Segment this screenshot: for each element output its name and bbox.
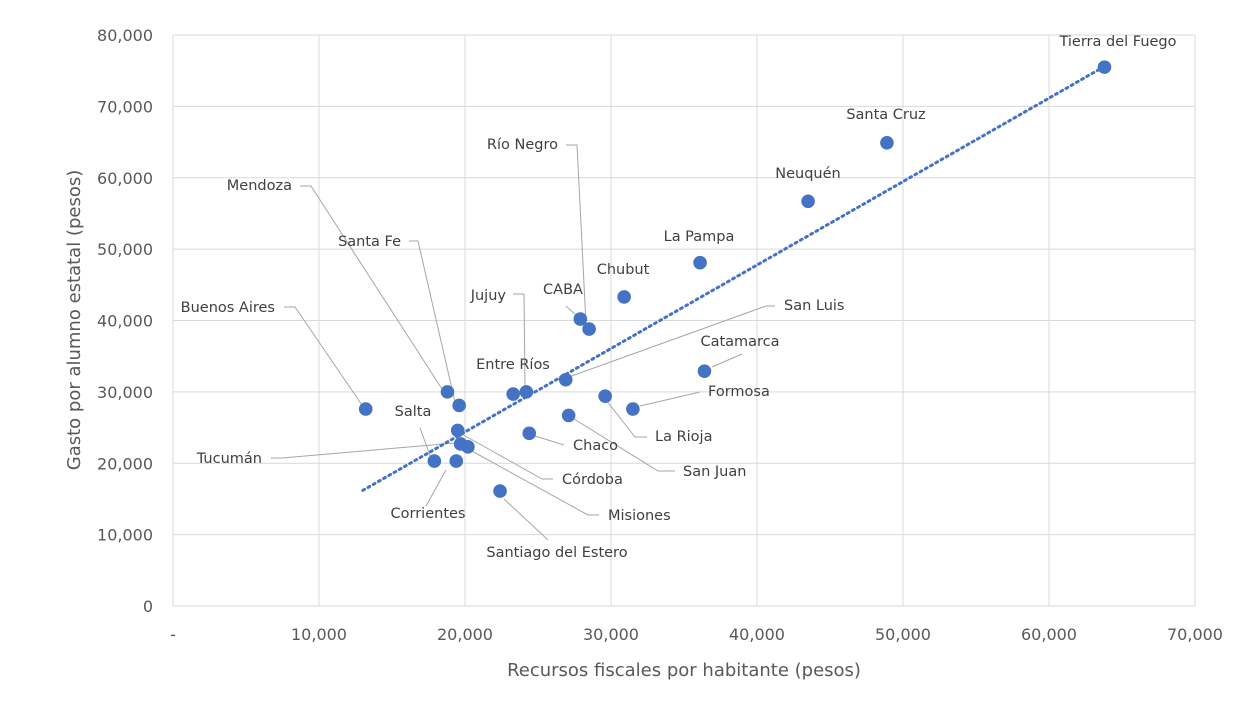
label-leader-lines bbox=[271, 144, 775, 541]
x-tick-label: 60,000 bbox=[1021, 625, 1077, 644]
point-entre-rios bbox=[506, 387, 520, 401]
label-mendoza: Mendoza bbox=[227, 178, 292, 194]
y-tick-label: 70,000 bbox=[97, 97, 153, 116]
label-catamarca: Catamarca bbox=[700, 334, 779, 350]
leader-line-rio-negro bbox=[566, 144, 587, 325]
point-misiones bbox=[461, 440, 475, 454]
point-salta bbox=[427, 454, 442, 468]
point-santa-cruz bbox=[880, 135, 894, 150]
point-labels: Tierra del Fuego Santa Cruz Neuquén La Pamp… bbox=[181, 34, 1177, 561]
label-tierra-del-fuego: Tierra del Fuego bbox=[1058, 34, 1176, 50]
y-axis-title: Gasto por alumno estatal (pesos) bbox=[64, 170, 85, 471]
leader-line-la-rioja bbox=[605, 399, 647, 438]
label-entre-rios: Entre Ríos bbox=[476, 357, 550, 373]
leader-line-san-juan bbox=[573, 418, 675, 472]
point-formosa bbox=[626, 402, 640, 416]
y-tick-label: 50,000 bbox=[97, 240, 153, 259]
leader-line-buenos-aires bbox=[284, 306, 363, 406]
label-santa-cruz: Santa Cruz bbox=[846, 107, 925, 123]
label-tucuman: Tucumán bbox=[196, 451, 262, 467]
point-rio-negro bbox=[582, 322, 596, 336]
point-la-pampa bbox=[693, 255, 707, 270]
label-neuquen: Neuquén bbox=[775, 166, 840, 182]
label-santa-fe: Santa Fe bbox=[338, 234, 401, 250]
leader-line-chaco bbox=[534, 435, 565, 446]
leader-line-santiago-del-estero bbox=[503, 498, 549, 541]
label-formosa: Formosa bbox=[708, 384, 770, 400]
x-tick-label: 10,000 bbox=[291, 625, 347, 644]
tick-labels: - 10,000 20,000 30,000 40,000 50,000 60,000 70,… bbox=[97, 26, 1223, 644]
leader-line-catamarca bbox=[711, 353, 743, 368]
label-la-rioja: La Rioja bbox=[655, 429, 712, 445]
label-san-juan: San Juan bbox=[683, 464, 746, 480]
y-tick-label: 20,000 bbox=[97, 454, 153, 473]
y-tick-label: 40,000 bbox=[97, 312, 153, 331]
leader-line-tucuman bbox=[271, 442, 456, 459]
point-santiago-del-estero bbox=[493, 484, 507, 498]
point-catamarca bbox=[697, 364, 712, 378]
leader-line-misiones bbox=[469, 449, 599, 516]
point-san-juan bbox=[561, 408, 576, 423]
label-misiones: Misiones bbox=[608, 508, 671, 524]
point-jujuy bbox=[519, 385, 534, 399]
x-tick-label: 20,000 bbox=[437, 625, 493, 644]
leader-line-salta bbox=[419, 427, 432, 459]
point-santa-fe bbox=[452, 398, 466, 413]
point-mendoza bbox=[440, 385, 455, 399]
gridlines bbox=[172, 34, 1196, 607]
point-caba bbox=[573, 312, 588, 326]
label-santiago-del-estero: Santiago del Estero bbox=[486, 545, 627, 561]
point-la-rioja bbox=[598, 389, 612, 403]
x-tick-label: 50,000 bbox=[875, 625, 931, 644]
point-buenos-aires bbox=[358, 402, 373, 416]
label-salta: Salta bbox=[395, 404, 432, 420]
point-corrientes bbox=[449, 454, 464, 468]
label-caba: CABA bbox=[543, 282, 583, 298]
point-neuquen bbox=[801, 194, 815, 209]
point-tierra-del-fuego bbox=[1097, 60, 1112, 74]
leader-line-santa-fe bbox=[409, 240, 456, 403]
x-tick-label: 40,000 bbox=[729, 625, 785, 644]
y-tick-label: 60,000 bbox=[97, 169, 153, 188]
point-chubut bbox=[617, 290, 631, 304]
data-points bbox=[358, 60, 1112, 498]
leader-line-corrientes bbox=[425, 469, 447, 507]
y-tick-label: 80,000 bbox=[97, 26, 153, 45]
point-cordoba bbox=[450, 423, 465, 438]
label-rio-negro: Río Negro bbox=[487, 137, 558, 153]
leader-line-caba bbox=[565, 305, 577, 316]
x-tick-label: 30,000 bbox=[583, 625, 639, 644]
label-san-luis: San Luis bbox=[784, 298, 845, 314]
trendline-line bbox=[361, 64, 1106, 492]
x-tick-label: 70,000 bbox=[1167, 625, 1223, 644]
y-tick-label: 0 bbox=[143, 597, 153, 616]
label-corrientes: Corrientes bbox=[391, 506, 466, 522]
x-axis-title: Recursos fiscales por habitante (pesos) bbox=[507, 660, 861, 681]
label-chaco: Chaco bbox=[573, 438, 618, 454]
trendline bbox=[361, 64, 1106, 492]
label-la-pampa: La Pampa bbox=[664, 229, 735, 245]
point-san-luis bbox=[558, 372, 573, 387]
label-chubut: Chubut bbox=[597, 262, 650, 278]
leader-line-formosa bbox=[639, 391, 701, 407]
leader-line-san-luis bbox=[565, 305, 775, 379]
label-cordoba: Córdoba bbox=[562, 472, 623, 488]
leader-line-cordoba bbox=[459, 432, 553, 480]
label-jujuy: Jujuy bbox=[470, 288, 507, 304]
leader-line-mendoza bbox=[300, 185, 443, 390]
point-chaco bbox=[522, 426, 537, 441]
x-tick-label: - bbox=[170, 625, 176, 644]
y-tick-label: 10,000 bbox=[97, 526, 153, 545]
leader-line-jujuy bbox=[513, 293, 526, 389]
y-tick-label: 30,000 bbox=[97, 383, 153, 402]
label-buenos-aires: Buenos Aires bbox=[181, 300, 275, 316]
